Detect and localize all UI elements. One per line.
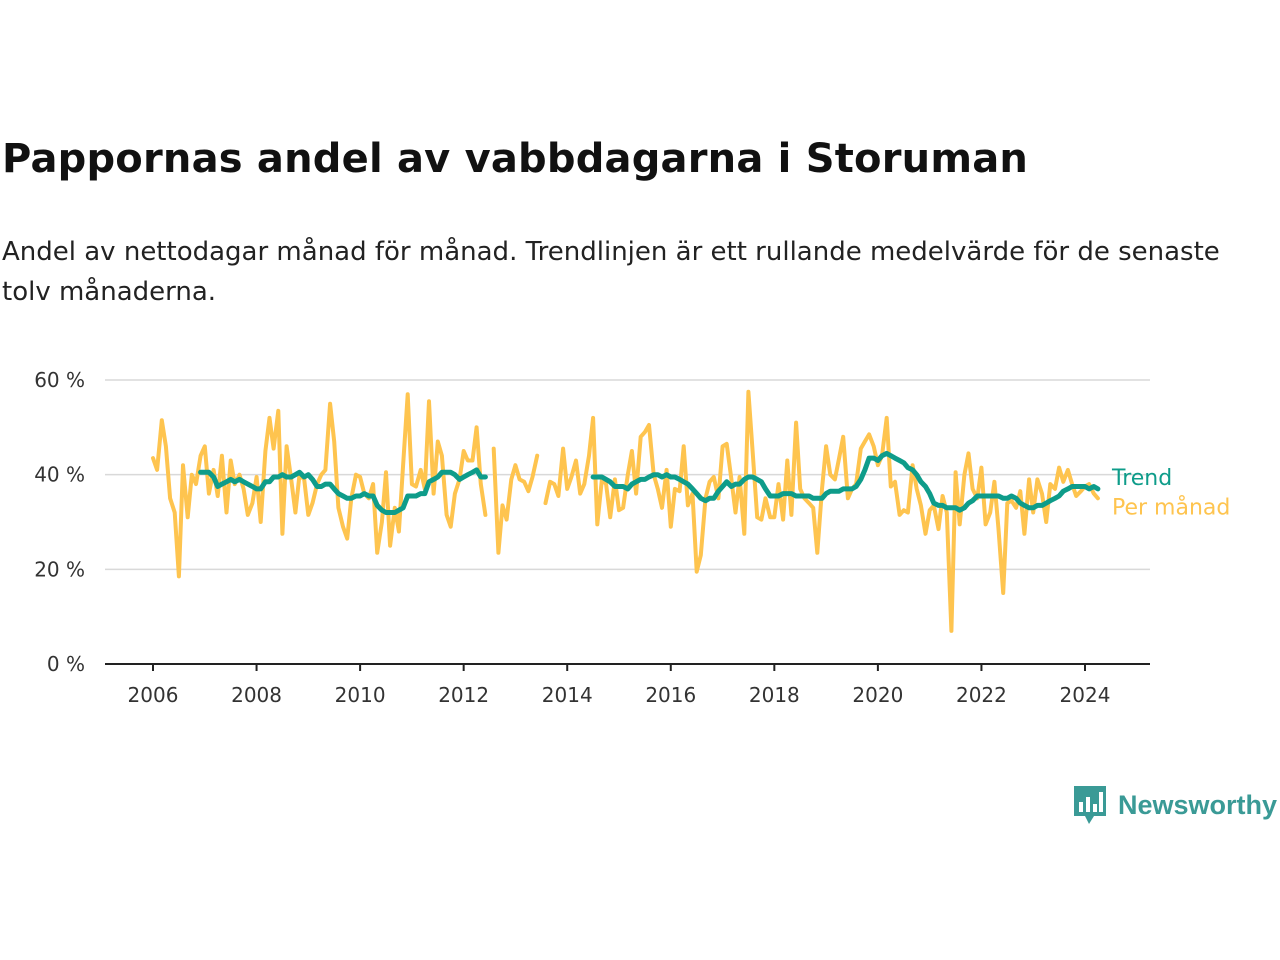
x-tick-label: 2022 <box>956 683 1007 707</box>
x-tick-label: 2010 <box>335 683 386 707</box>
series-line-trend <box>198 450 1101 515</box>
series-line-per-manad <box>151 389 1100 633</box>
brand-name: Newsworthy <box>1118 789 1278 820</box>
x-tick-label: 2014 <box>542 683 593 707</box>
x-axis: 2006 2008 2010 2012 2014 2016 2018 2020 2022 2024 <box>105 663 1150 707</box>
series-labels: Per månad Trend <box>1111 466 1230 520</box>
x-tick-label: 2006 <box>128 683 179 707</box>
series-label: Per månad <box>1112 494 1230 520</box>
x-tick-label: 2016 <box>645 683 696 707</box>
y-tick-label: 60 % <box>34 368 85 392</box>
series-lines <box>151 389 1101 633</box>
newsworthy-logo-icon <box>1074 786 1106 824</box>
x-tick-label: 2008 <box>231 683 282 707</box>
series-label: Trend <box>1111 466 1172 491</box>
x-tick-label: 2018 <box>749 683 800 707</box>
y-tick-label: 0 % <box>47 652 85 676</box>
x-tick-label: 2024 <box>1060 683 1111 707</box>
newsworthy-brand[interactable]: Newsworthy <box>1072 784 1277 826</box>
chart-subtitle: Andel av nettodagar månad för månad. Tre… <box>2 237 1220 307</box>
y-tick-label: 40 % <box>34 463 85 487</box>
x-tick-label: 2012 <box>438 683 489 707</box>
y-axis-labels: 0 % 20 % 40 % 60 % <box>34 368 85 676</box>
y-tick-label: 20 % <box>34 557 85 581</box>
x-tick-label: 2020 <box>852 683 903 707</box>
page-title: Pappornas andel av vabbdagarna i Storuma… <box>2 136 1029 182</box>
